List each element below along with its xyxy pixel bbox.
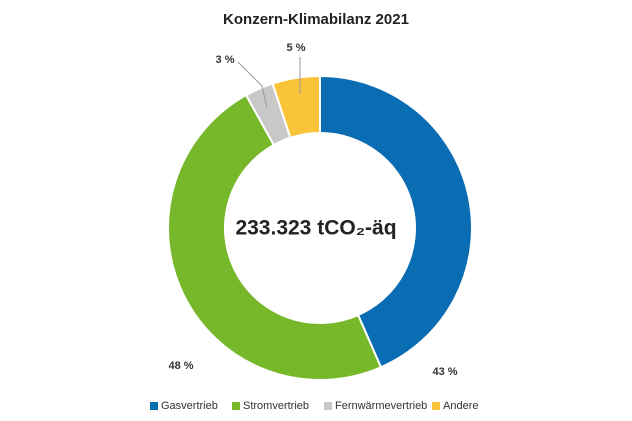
legend-label: Gasvertrieb [161, 400, 218, 412]
legend-label: Andere [443, 400, 478, 412]
donut-segment [167, 93, 383, 381]
donut-segment [271, 74, 321, 140]
data-label: 5 % [287, 42, 306, 54]
center-label: 233.323 tCO₂-äq [235, 217, 396, 240]
legend-swatch [324, 402, 332, 410]
data-label: 48 % [168, 360, 193, 372]
legend-swatch [150, 402, 158, 410]
chart-title: Konzern-Klimabilanz 2021 [223, 11, 409, 28]
donut-segment [319, 74, 473, 369]
data-label: 43 % [432, 366, 457, 378]
leader-line [237, 61, 268, 109]
legend-label: Stromvertrieb [243, 400, 309, 412]
data-label: 3 % [216, 54, 235, 66]
legend-label: Fernwärmevertrieb [335, 400, 427, 412]
legend-swatch [232, 402, 240, 410]
legend-swatch [432, 402, 440, 410]
